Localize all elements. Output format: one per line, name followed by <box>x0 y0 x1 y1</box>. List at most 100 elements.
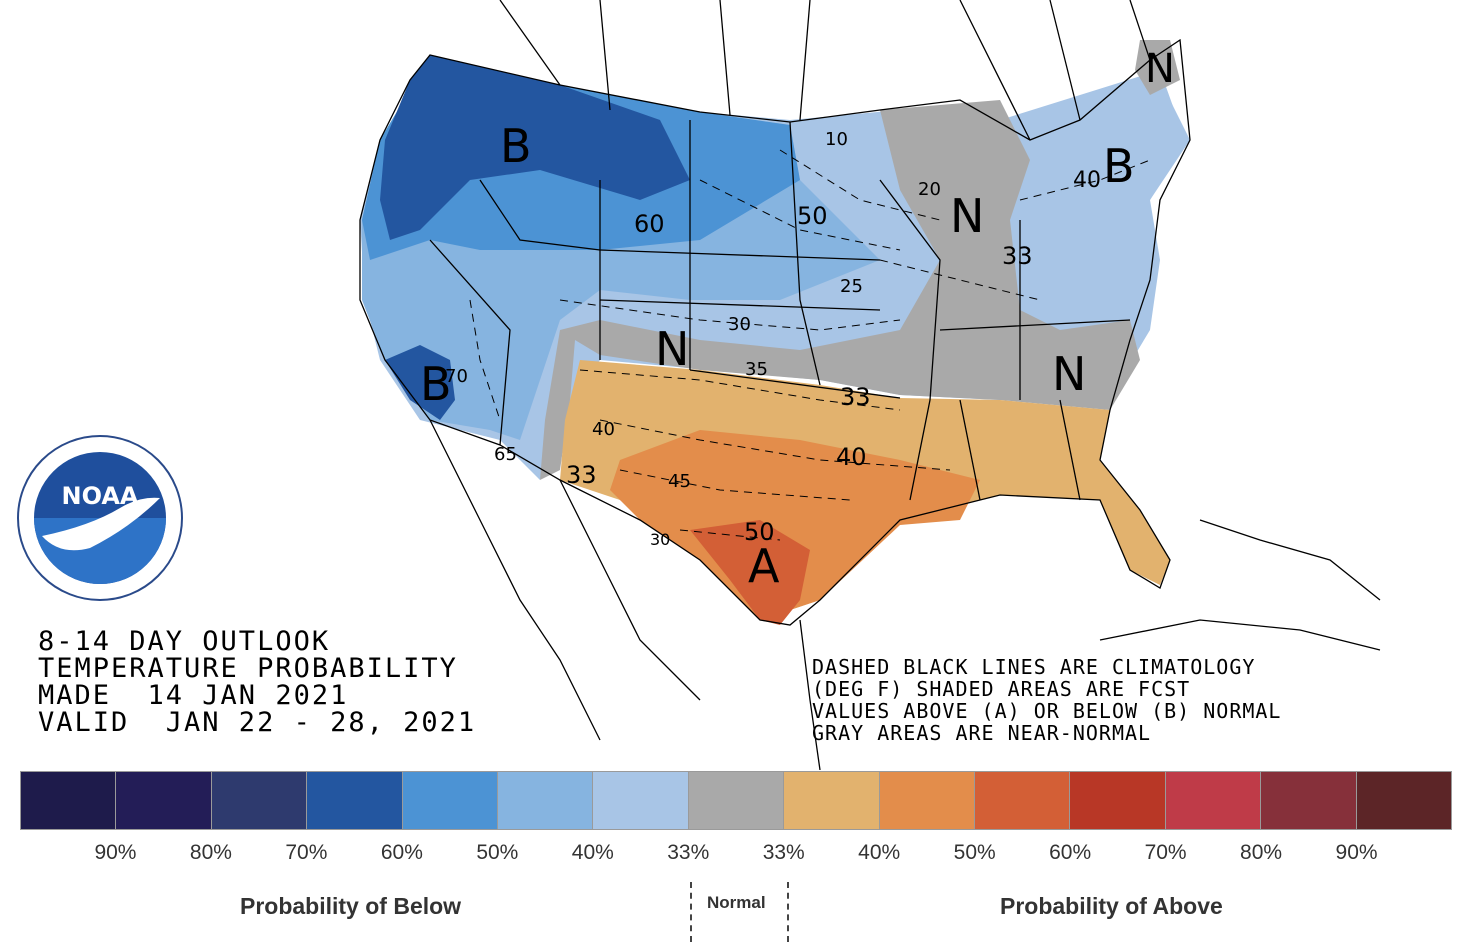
label-above-tx: A <box>748 539 780 593</box>
contour <box>469 299 501 421</box>
state-line <box>599 249 881 261</box>
contour-label: 65 <box>494 444 517 465</box>
cuba-outline <box>1099 619 1381 651</box>
legend-swatch <box>116 772 212 829</box>
legend-swatch <box>1261 772 1357 829</box>
legend-tick-label: 33% <box>667 841 710 864</box>
boundaries <box>359 0 1381 770</box>
canada-border-2 <box>599 0 611 111</box>
state-line <box>879 179 941 501</box>
legend-swatch <box>1070 772 1166 829</box>
region-above-40 <box>610 430 980 620</box>
canada-border-4 <box>799 0 811 121</box>
legend-tick-label: 80% <box>1240 841 1283 864</box>
state-line <box>689 369 901 399</box>
region-near-normal-maine <box>1135 40 1180 95</box>
contour <box>1019 159 1151 201</box>
contour-label: 40 <box>592 419 615 440</box>
valid-dates: VALID JAN 22 - 28, 2021 <box>38 707 477 738</box>
region-above-50 <box>690 520 810 625</box>
contour-label: 20 <box>918 179 941 200</box>
contour-label: 30 <box>650 530 670 549</box>
contour-label: 33 <box>1002 242 1033 270</box>
region-below-60-nw <box>380 55 690 240</box>
canada-border-1 <box>499 0 561 86</box>
legend-tick-label: 90% <box>94 841 137 864</box>
outlook-title: 8-14 DAY OUTLOOK <box>38 626 331 657</box>
canada-border-7 <box>1129 0 1151 61</box>
contour-label: 33 <box>840 383 871 411</box>
logo-text: NOAA <box>62 482 139 510</box>
contour-label: 30 <box>728 314 751 335</box>
legend-tick-label: 60% <box>1049 841 1092 864</box>
legend-swatch <box>402 772 499 829</box>
label-normal-se: N <box>1052 347 1086 401</box>
canada-border-3 <box>719 0 731 116</box>
outlook-title-block: 8-14 DAY OUTLOOK TEMPERATURE PROBABILITY M… <box>38 628 476 736</box>
legend-swatch <box>784 772 880 829</box>
legend-swatch <box>688 772 785 829</box>
contour <box>779 149 941 221</box>
legend-tick-label: 80% <box>189 841 232 864</box>
legend-swatch <box>593 772 689 829</box>
caribbean-outline <box>1199 519 1381 601</box>
forecast-map: B B B N N N N A 10 20 25 30 35 33 33 33 … <box>17 0 1381 770</box>
legend-tick-label: 33% <box>762 841 805 864</box>
probability-shading <box>360 40 1190 625</box>
contour-label: 60 <box>634 210 665 238</box>
legend-tick-label: 40% <box>858 841 901 864</box>
region-near-normal <box>540 100 1140 480</box>
mexico-coast <box>559 479 701 701</box>
contour-label: 35 <box>745 359 768 380</box>
state-line <box>939 319 1131 331</box>
contour-label: 33 <box>566 461 597 489</box>
state-line <box>429 239 511 446</box>
label-normal-maine: N <box>1145 46 1175 92</box>
contour-label: 45 <box>668 471 691 492</box>
legend-color-bar <box>20 771 1452 830</box>
canada-border-5 <box>959 0 1031 141</box>
note-line: (DEG F) SHADED AREAS ARE FCST <box>812 677 1191 701</box>
legend-swatch <box>21 772 117 829</box>
label-below-ne: B <box>1103 139 1135 193</box>
state-line <box>789 121 821 386</box>
state-line <box>599 299 881 311</box>
climatology-lines <box>469 149 1151 541</box>
legend-tick-label: 90% <box>1335 841 1378 864</box>
note-line: VALUES ABOVE (A) OR BELOW (B) NORMAL <box>812 699 1282 723</box>
map-notes: DASHED BLACK LINES ARE CLIMATOLOGY (DEG F… <box>812 656 1281 744</box>
legend-swatch <box>307 772 403 829</box>
contour <box>579 369 901 411</box>
mexico-east-coast <box>799 619 821 770</box>
state-line <box>1059 399 1081 501</box>
contour-label: 25 <box>840 276 863 297</box>
legend-swatch <box>1165 772 1262 829</box>
legend-tick-label: 40% <box>571 841 614 864</box>
legend-swatch <box>879 772 976 829</box>
made-date: MADE 14 JAN 2021 <box>38 680 349 711</box>
contour-label: 50 <box>744 518 775 546</box>
legend-swatch <box>498 772 594 829</box>
contour-label: 40 <box>1073 168 1101 193</box>
legend-tick-label: 50% <box>476 841 519 864</box>
state-line <box>959 399 981 501</box>
canada-border-6 <box>1049 0 1081 121</box>
contour <box>619 469 851 501</box>
noaa-logo: NOAA <box>17 435 183 601</box>
normal-separator-left <box>690 882 692 942</box>
legend-swatch <box>211 772 308 829</box>
contour <box>559 299 901 331</box>
contour-label: 50 <box>797 202 828 230</box>
legend-tick-label: 70% <box>285 841 328 864</box>
note-line: GRAY AREAS ARE NEAR-NORMAL <box>812 721 1152 745</box>
normal-separator-right <box>787 882 789 942</box>
note-line: DASHED BLACK LINES ARE CLIMATOLOGY <box>812 655 1256 679</box>
seagull-icon <box>42 497 160 551</box>
map-annotations: B B B N N N N A 10 20 25 30 35 33 33 33 … <box>420 46 1175 593</box>
label-below-nw: B <box>500 119 532 173</box>
label-below-ca: B <box>420 357 452 411</box>
contour-label: 70 <box>445 366 468 387</box>
legend-above-label: Probability of Above <box>1000 893 1223 919</box>
outlook-subtitle: TEMPERATURE PROBABILITY <box>38 653 458 684</box>
state-line <box>479 179 601 251</box>
